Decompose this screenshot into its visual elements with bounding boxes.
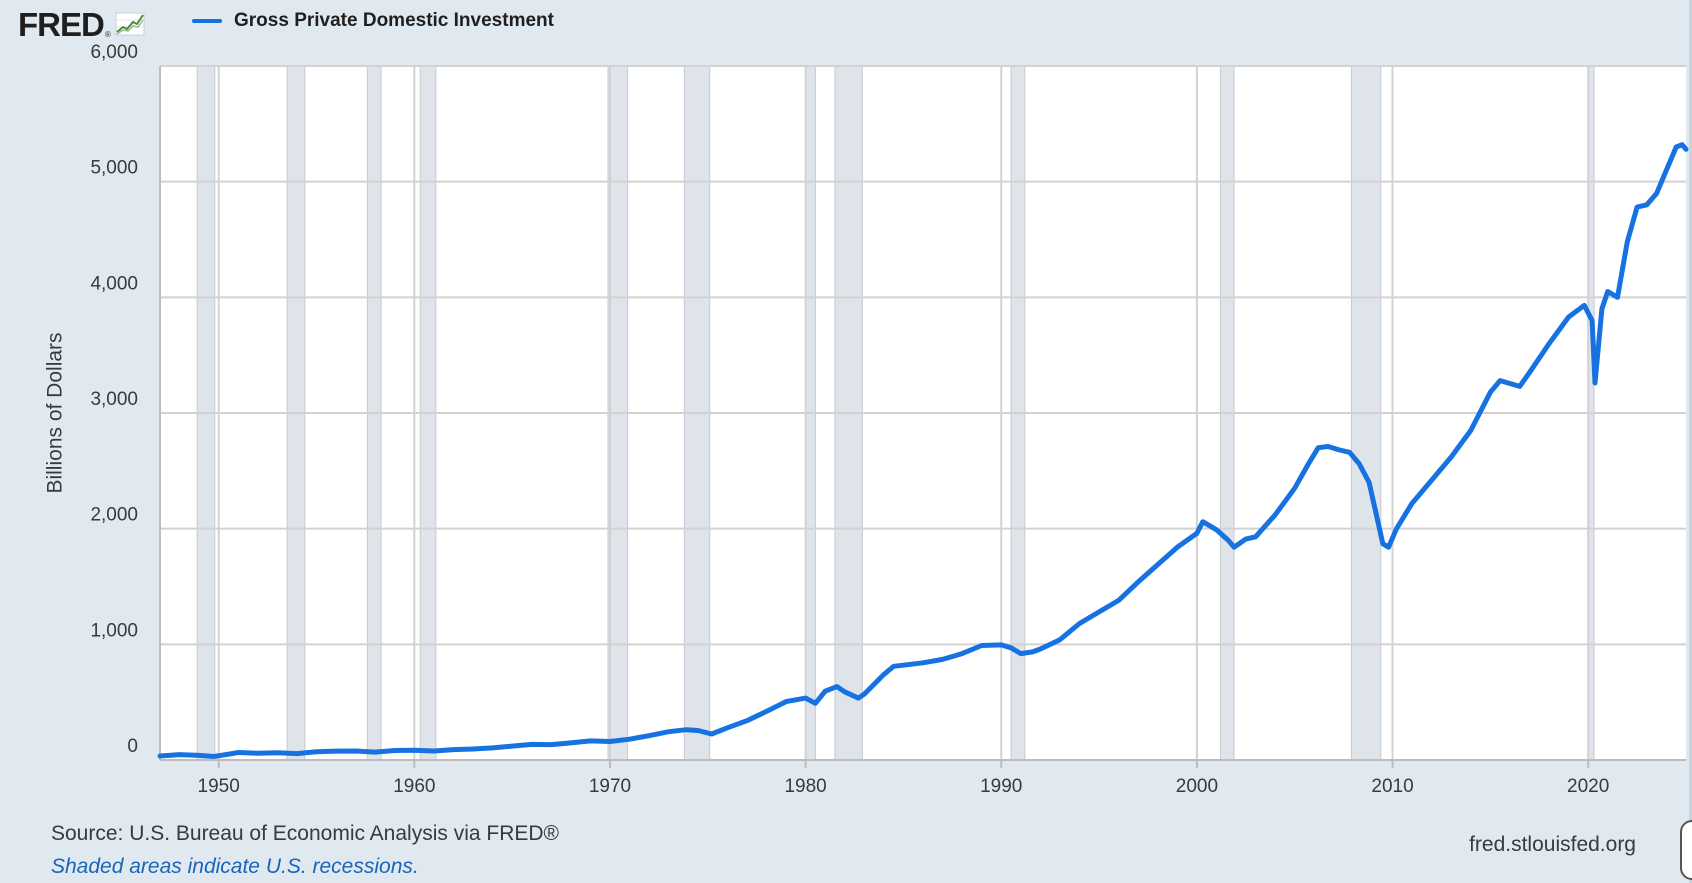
y-tick-label: 1,000 [90, 620, 138, 641]
x-tick-label: 2010 [1371, 776, 1413, 797]
x-tick-label: 2020 [1567, 776, 1609, 797]
fred-logo[interactable]: FRED ® [18, 6, 145, 42]
legend-swatch [192, 19, 222, 23]
legend[interactable]: Gross Private Domestic Investment [192, 10, 554, 32]
y-tick-labels: 0 1,000 2,000 3,000 4,000 5,000 6,000 [90, 42, 138, 757]
mini-graph-icon [115, 12, 145, 36]
recession-note: Shaded areas indicate U.S. recessions. [51, 855, 419, 878]
x-tick-label: 2000 [1176, 776, 1218, 797]
source-text: Source: U.S. Bureau of Economic Analysis… [51, 822, 560, 845]
y-tick-label: 2,000 [90, 505, 138, 526]
x-tick-label: 1970 [589, 776, 631, 797]
scroll-handle[interactable] [1680, 820, 1692, 880]
y-tick-label: 0 [127, 736, 138, 757]
series-group [157, 142, 1689, 759]
x-tick-label: 1960 [393, 776, 435, 797]
logo-registered-mark: ® [104, 29, 111, 39]
y-tick-label: 3,000 [90, 389, 138, 410]
legend-label: Gross Private Domestic Investment [234, 10, 554, 31]
x-tick-label: 1990 [980, 776, 1022, 797]
y-tick-label: 6,000 [90, 42, 138, 63]
x-tick-labels: 1950 1960 1970 1980 1990 2000 2010 2020 [198, 760, 1609, 797]
x-tick-label: 1980 [784, 776, 826, 797]
window-edge [1689, 0, 1692, 883]
x-tick-label: 1950 [198, 776, 240, 797]
y-tick-label: 4,000 [90, 273, 138, 294]
series-line[interactable] [157, 142, 1689, 759]
logo-text: FRED [18, 5, 105, 43]
y-tick-label: 5,000 [90, 158, 138, 179]
y-axis-label: Billions of Dollars [43, 332, 66, 493]
site-url[interactable]: fred.stlouisfed.org [1469, 833, 1636, 856]
